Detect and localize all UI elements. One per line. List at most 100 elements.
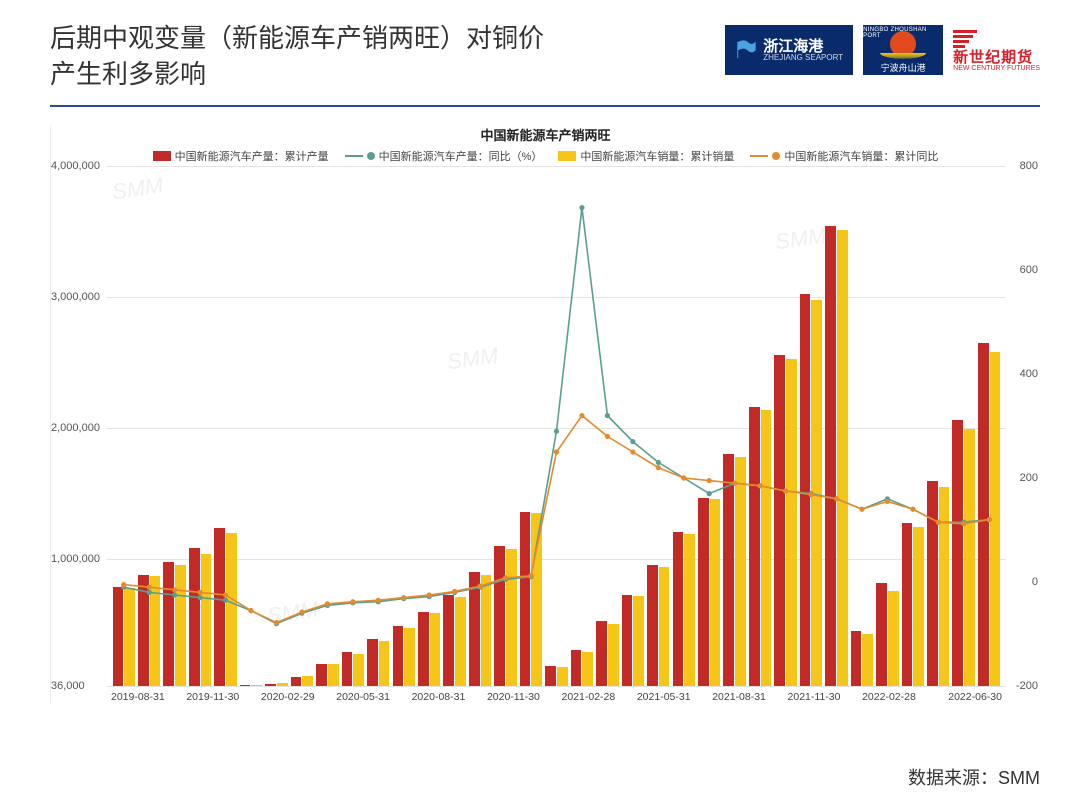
- line-marker: [936, 519, 941, 524]
- title-line-2: 产生利多影响: [50, 56, 544, 92]
- x-tick-label: [777, 691, 788, 703]
- x-tick-label: [626, 691, 637, 703]
- new-century-futures-logo: 新世纪期货 NEW CENTURY FUTURES: [953, 28, 1040, 72]
- line-marker: [605, 413, 610, 418]
- x-tick-label: 2022-06-30: [948, 691, 1002, 703]
- line-marker: [707, 478, 712, 483]
- flag-icon: [735, 39, 757, 61]
- logo1-cn: 浙江海港: [763, 39, 843, 54]
- x-tick-label: [476, 691, 487, 703]
- x-tick-label: 2021-05-31: [637, 691, 691, 703]
- y-left-label: 2,000,000: [51, 422, 100, 434]
- line-marker: [783, 488, 788, 493]
- legend: 中国新能源汽车产量：累计产量中国新能源汽车产量：同比（%） 中国新能源汽车销量：累…: [51, 148, 1040, 164]
- x-tick-label: [691, 691, 702, 703]
- x-tick-label: [840, 691, 851, 703]
- y-left-label: 1,000,000: [51, 553, 100, 565]
- x-tick-label: [315, 691, 326, 703]
- chart-title: 中国新能源车产销两旺: [51, 125, 1040, 144]
- line-marker: [961, 521, 966, 526]
- x-tick-label: [916, 691, 927, 703]
- line-marker: [808, 492, 813, 497]
- x-tick-label: [390, 691, 401, 703]
- x-tick-label: 2021-11-30: [788, 691, 841, 703]
- logo-row: 浙江海港 ZHEJIANG SEAPORT NINGBO ZHOUSHAN PO…: [725, 25, 1040, 75]
- title-line-1: 后期中观变量（新能源车产销两旺）对铜价: [50, 20, 544, 56]
- line-marker: [732, 480, 737, 485]
- line-marker: [274, 620, 279, 625]
- logo1-en: ZHEJIANG SEAPORT: [763, 54, 843, 62]
- y-right-label: 400: [1020, 368, 1038, 380]
- line-marker: [579, 205, 584, 210]
- line-marker: [885, 499, 890, 504]
- x-tick-label: [325, 691, 336, 703]
- line-series: [124, 415, 990, 622]
- line-marker: [605, 434, 610, 439]
- x-tick-label: [176, 691, 187, 703]
- line-marker: [987, 517, 992, 522]
- x-axis: 2019-08-312019-11-302020-02-292020-05-31…: [107, 687, 1006, 703]
- x-tick-label: [766, 691, 777, 703]
- line-marker: [121, 582, 126, 587]
- line-marker: [859, 506, 864, 511]
- line-marker: [172, 587, 177, 592]
- line-marker: [503, 575, 508, 580]
- line-marker: [681, 475, 686, 480]
- y-right-label: -200: [1016, 680, 1038, 692]
- ningbo-port-logo: NINGBO ZHOUSHAN PORT 宁波舟山港: [863, 25, 943, 75]
- line-marker: [554, 428, 559, 433]
- legend-item: 中国新能源汽车销量：累计同比: [750, 148, 938, 164]
- x-tick-label: [239, 691, 250, 703]
- x-tick-label: [937, 691, 948, 703]
- x-tick-label: [615, 691, 626, 703]
- line-marker: [656, 465, 661, 470]
- x-tick-label: [701, 691, 712, 703]
- y-right-label: 0: [1032, 576, 1038, 588]
- data-source: 数据来源：SMM: [908, 764, 1040, 790]
- zhejiang-seaport-logo: 浙江海港 ZHEJIANG SEAPORT: [725, 25, 853, 75]
- y-left-label: 36,000: [51, 680, 85, 692]
- x-tick-label: [927, 691, 938, 703]
- line-marker: [299, 609, 304, 614]
- line-marker: [528, 573, 533, 578]
- line-marker: [630, 439, 635, 444]
- x-tick-label: 2020-11-30: [487, 691, 540, 703]
- line-marker: [172, 592, 177, 597]
- x-tick-label: [465, 691, 476, 703]
- x-tick-label: [851, 691, 862, 703]
- legend-item: 中国新能源汽车产量：累计产量: [153, 148, 329, 164]
- y-left-label: 4,000,000: [51, 160, 100, 172]
- logo3-cn: 新世纪期货: [953, 50, 1040, 65]
- line-marker: [198, 590, 203, 595]
- line-marker: [223, 592, 228, 597]
- x-tick-label: 2020-02-29: [261, 691, 315, 703]
- line-marker: [223, 597, 228, 602]
- line-marker: [834, 496, 839, 501]
- x-tick-label: 2021-08-31: [712, 691, 766, 703]
- page-title: 后期中观变量（新能源车产销两旺）对铜价 产生利多影响: [50, 20, 544, 93]
- y-right-label: 800: [1020, 160, 1038, 172]
- line-marker: [630, 449, 635, 454]
- line-marker: [401, 595, 406, 600]
- line-marker: [350, 599, 355, 604]
- chart: 中国新能源车产销两旺 中国新能源汽车产量：累计产量中国新能源汽车产量：同比（%）…: [50, 125, 1040, 703]
- line-marker: [248, 608, 253, 613]
- line-marker: [910, 506, 915, 511]
- x-tick-label: [540, 691, 551, 703]
- x-tick-label: [165, 691, 176, 703]
- x-tick-label: 2020-08-31: [412, 691, 466, 703]
- line-marker: [452, 589, 457, 594]
- logo2-cn: 宁波舟山港: [881, 61, 926, 74]
- line-marker: [147, 590, 152, 595]
- x-tick-label: 2022-02-28: [862, 691, 916, 703]
- line-series: [124, 207, 990, 623]
- legend-item: 中国新能源汽车产量：同比（%）: [345, 148, 543, 164]
- legend-item: 中国新能源汽车销量：累计销量: [558, 148, 734, 164]
- line-marker: [478, 583, 483, 588]
- line-marker: [554, 449, 559, 454]
- y-left-label: 3,000,000: [51, 291, 100, 303]
- line-marker: [147, 584, 152, 589]
- x-tick-label: [250, 691, 261, 703]
- x-tick-label: [401, 691, 412, 703]
- header: 后期中观变量（新能源车产销两旺）对铜价 产生利多影响 浙江海港 ZHEJIANG…: [0, 0, 1080, 101]
